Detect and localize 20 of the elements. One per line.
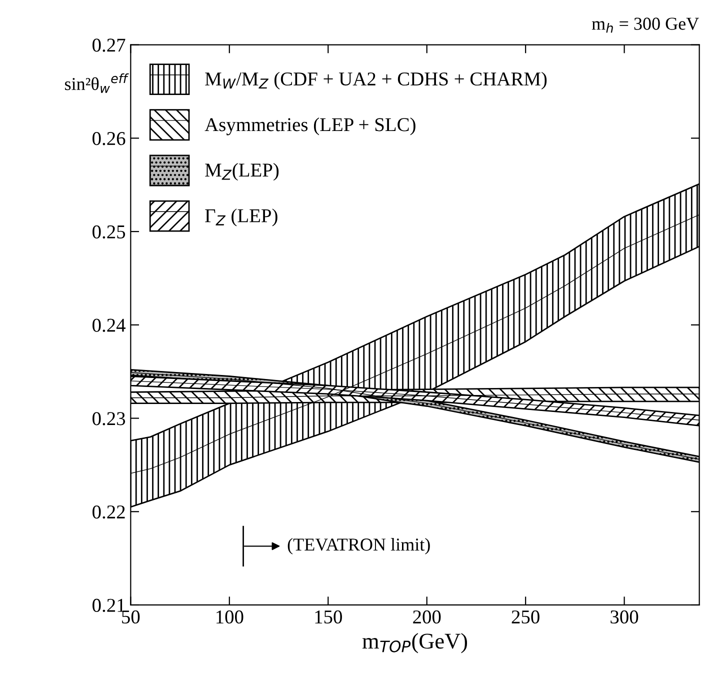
y-axis-title: sin²θ$_{w}$$^{eff}$ bbox=[65, 73, 129, 93]
y-tick-label: 0.26 bbox=[92, 132, 126, 146]
y-tick-label: 0.22 bbox=[92, 505, 125, 519]
y-tick-label: 0.24 bbox=[92, 318, 126, 332]
y-tick-label: 0.27 bbox=[92, 38, 126, 52]
x-tick-label: 100 bbox=[216, 610, 244, 624]
x-tick-label: 250 bbox=[512, 610, 540, 624]
y-tick-label: 0.25 bbox=[92, 225, 126, 239]
x-tick-label: 150 bbox=[315, 610, 342, 624]
annotation: (TEVATRON limit) bbox=[288, 538, 430, 554]
x-axis-title: m$_{TOP}$(GeV) bbox=[362, 633, 468, 654]
legend-label: Γ$_{Z}$ (LEP) bbox=[205, 208, 278, 226]
y-tick-label: 0.23 bbox=[92, 412, 126, 426]
legend-label: Asymmetries (LEP + SLC) bbox=[204, 118, 416, 136]
text: m$_{h}$ = 300 GeV bbox=[592, 18, 699, 33]
x-tick-label: 300 bbox=[610, 610, 638, 624]
legend-label: M$_{Z}$(LEP) bbox=[205, 163, 279, 181]
x-tick-label: 50 bbox=[122, 610, 140, 624]
x-tick-label: 200 bbox=[413, 610, 441, 624]
legend-label: M$_{W}$/M$_{Z}$ (CDF + UA2 + CDHS + CHARM) bbox=[205, 72, 547, 90]
